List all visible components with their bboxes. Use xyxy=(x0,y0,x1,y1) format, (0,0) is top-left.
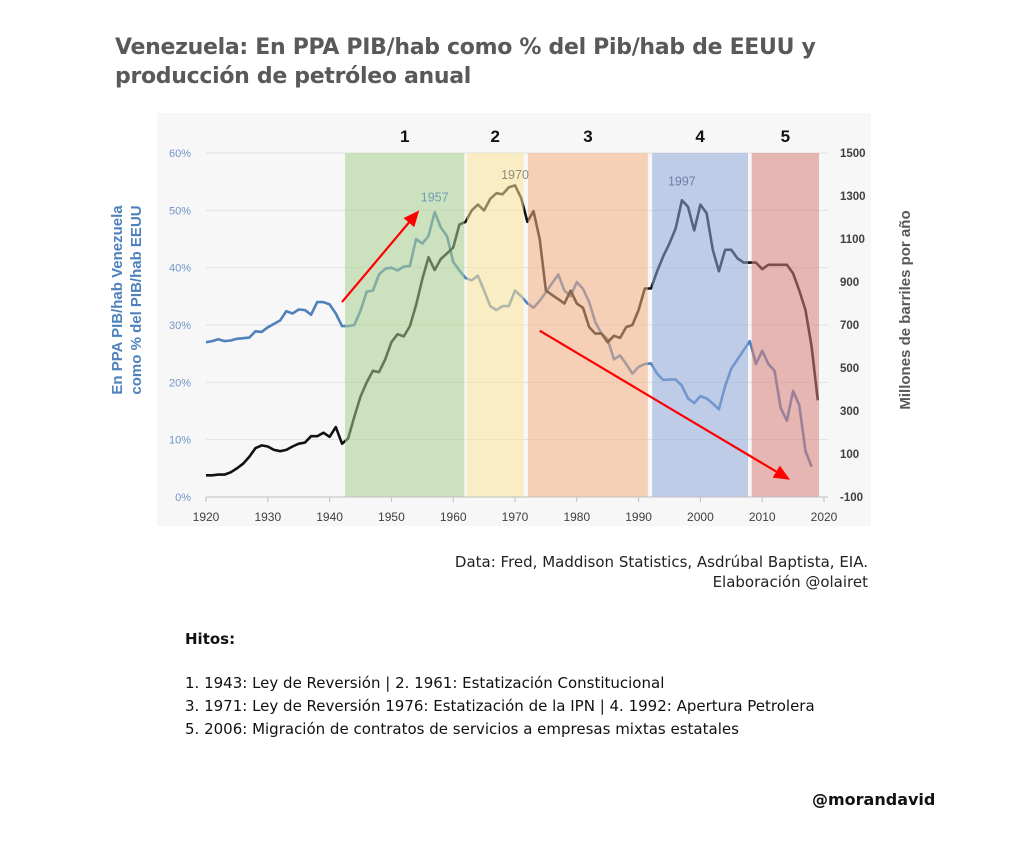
x-tick-label: 1990 xyxy=(625,510,652,524)
x-tick-label: 1950 xyxy=(378,510,405,524)
x-tick-label: 1930 xyxy=(254,510,281,524)
y-right-tick-label: 900 xyxy=(840,277,859,289)
milestones-heading: Hitos: xyxy=(185,630,236,648)
source-line-1: Data: Fred, Maddison Statistics, Asdrúba… xyxy=(454,553,868,571)
y-left-tick-label: 60% xyxy=(169,148,191,160)
y-left-tick-label: 10% xyxy=(169,435,191,447)
y-right-tick-label: 100 xyxy=(840,449,859,461)
author-handle: @morandavid xyxy=(812,790,936,809)
x-tick-label: 2020 xyxy=(811,510,838,524)
arrow-head-icon xyxy=(403,210,420,228)
milestone-line: 3. 1971: Ley de Reversión 1976: Estatiza… xyxy=(185,697,815,715)
milestone-line: 1. 1943: Ley de Reversión | 2. 1961: Est… xyxy=(185,674,665,692)
period-band xyxy=(345,153,465,497)
period-band xyxy=(527,153,648,497)
y-left-tick-label: 30% xyxy=(169,320,191,332)
y-right-tick-label: 1300 xyxy=(840,191,866,203)
y-right-tick-label: 500 xyxy=(840,363,859,375)
left-axis-title: En PPA PIB/hab Venezuela como % del PIB/h… xyxy=(109,205,145,395)
y-left-tick-label: 20% xyxy=(169,377,191,389)
period-band xyxy=(652,153,748,497)
y-right-tick-label: 1100 xyxy=(840,234,865,246)
x-tick-label: 2010 xyxy=(749,510,776,524)
peak-label: 1957 xyxy=(421,191,449,205)
x-tick-label: 1940 xyxy=(316,510,343,524)
peak-label: 1970 xyxy=(501,168,529,182)
period-label: 1 xyxy=(400,127,409,146)
period-label: 4 xyxy=(695,127,705,146)
y-right-tick-label: -100 xyxy=(840,492,863,504)
y-left-tick-label: 50% xyxy=(169,205,191,217)
y-left-tick-label: 0% xyxy=(175,492,191,504)
y-right-tick-label: 700 xyxy=(840,320,859,332)
period-label: 3 xyxy=(583,127,592,146)
period-label: 2 xyxy=(490,127,499,146)
x-tick-label: 1920 xyxy=(193,510,220,524)
trend-arrow xyxy=(539,329,777,473)
source-line-2: Elaboración @olairet xyxy=(712,573,868,591)
y-right-tick-label: 300 xyxy=(840,406,859,418)
arrow-head-icon xyxy=(772,465,791,480)
period-label: 5 xyxy=(781,127,790,146)
x-tick-label: 1980 xyxy=(563,510,590,524)
peak-label: 1997 xyxy=(668,174,696,188)
milestones: Hitos: 1. 1943: Ley de Reversión | 2. 19… xyxy=(185,630,815,741)
x-tick-label: 2000 xyxy=(687,510,714,524)
y-right-tick-label: 1500 xyxy=(840,148,866,160)
y-left-tick-label: 40% xyxy=(169,263,191,275)
period-band xyxy=(751,153,820,497)
trend-arrow xyxy=(341,221,410,303)
right-axis-title: Millones de barriles por año xyxy=(897,210,914,409)
page-title: Venezuela: En PPA PIB/hab como % del Pib… xyxy=(115,35,816,89)
x-tick-label: 1960 xyxy=(440,510,467,524)
period-band xyxy=(466,153,524,497)
x-tick-label: 1970 xyxy=(502,510,529,524)
milestone-line: 5. 2006: Migración de contratos de servi… xyxy=(185,720,739,738)
